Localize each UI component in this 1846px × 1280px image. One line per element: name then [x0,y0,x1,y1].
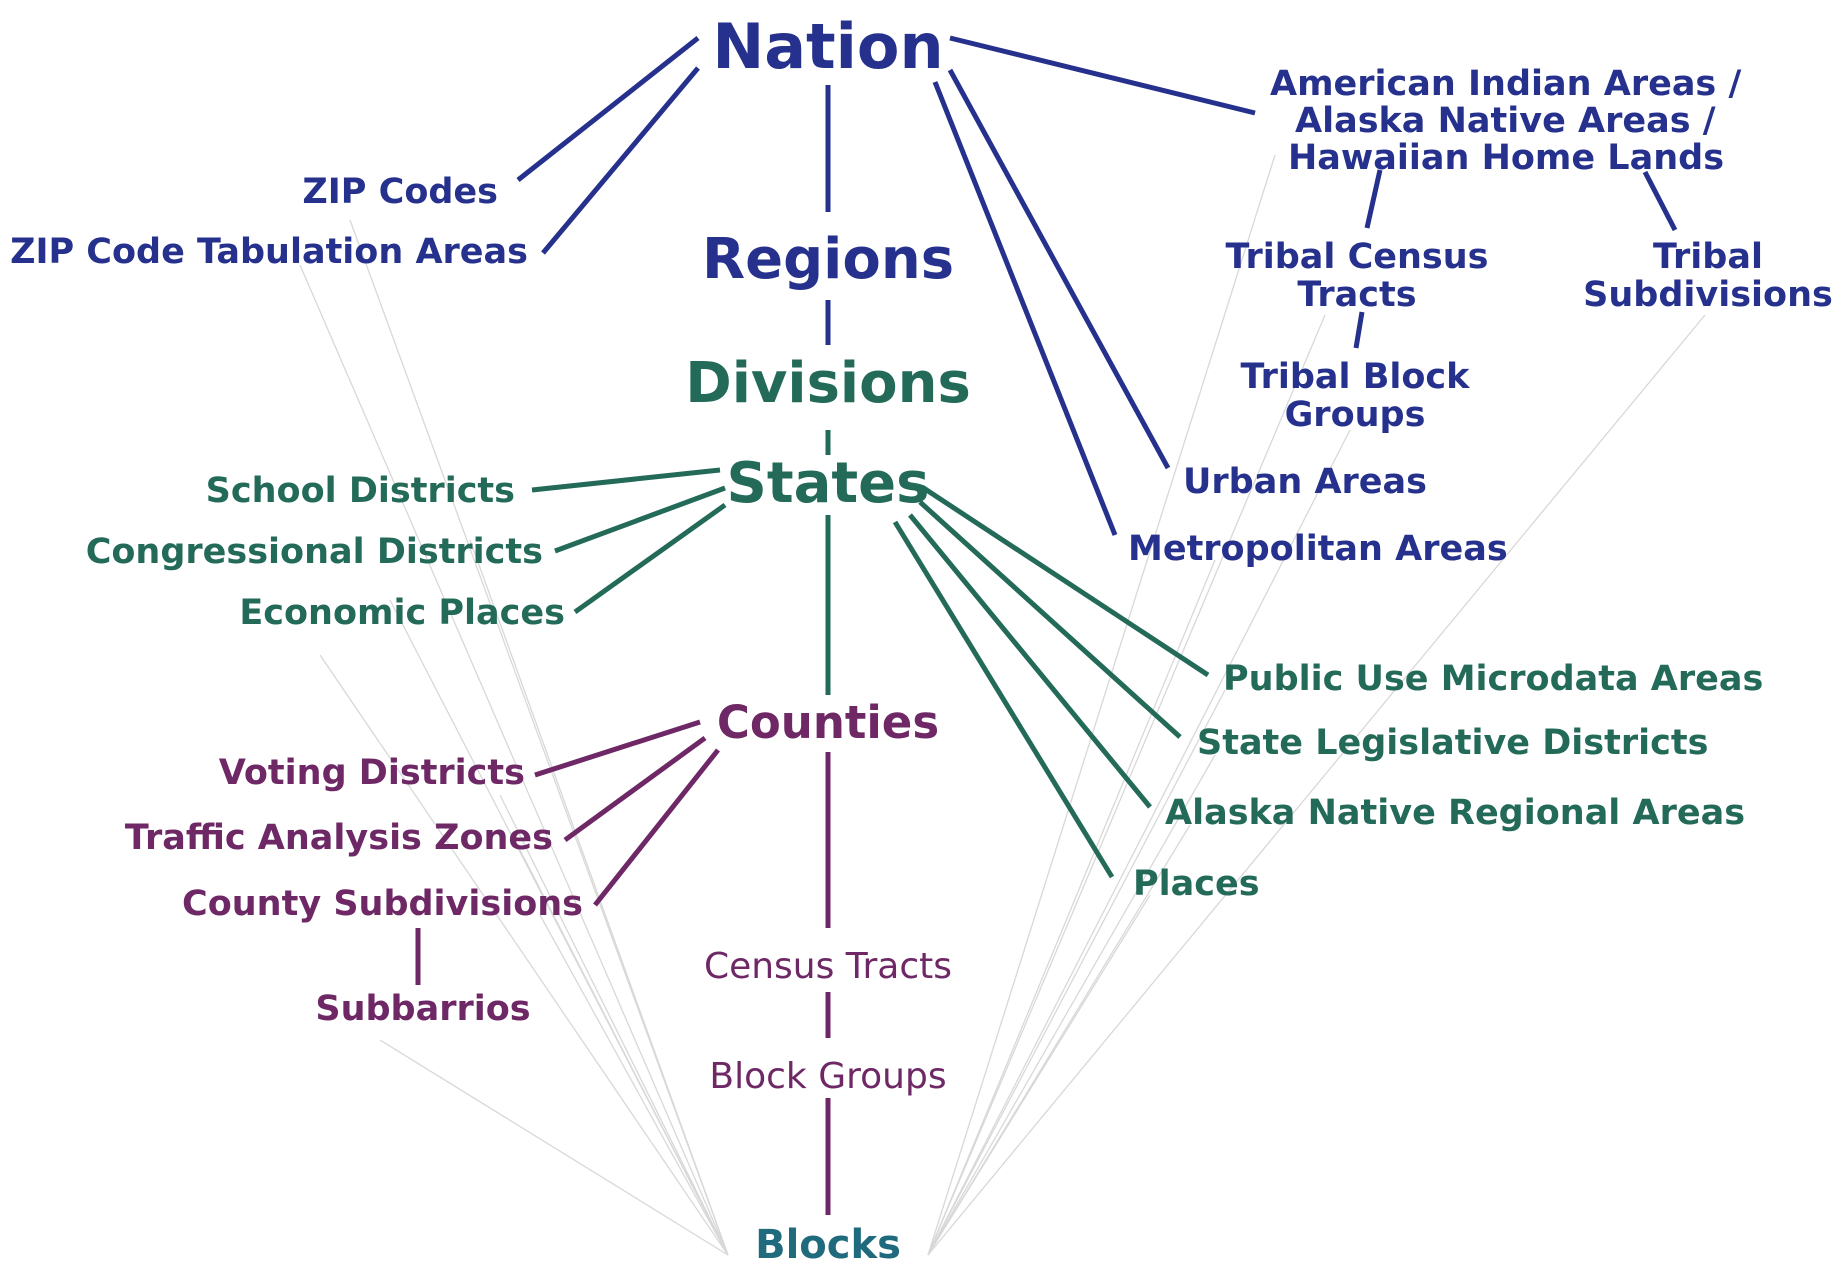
connector-line [927,314,1326,1256]
connector-line [531,467,721,493]
node-zip-codes: ZIP Codes [302,172,498,212]
node-aian-line1: American Indian Areas / [1270,64,1741,104]
connector-line [541,66,700,255]
node-tribal-census-tracts-line2: Tracts [1297,275,1416,315]
connector-line [892,520,1115,879]
node-metropolitan-areas: Metropolitan Areas [1128,529,1508,569]
connector-line [593,748,720,907]
connector-line [918,500,1182,739]
node-economic-places: Economic Places [239,593,565,633]
connector-line [927,559,1216,1256]
connector-line [920,484,1210,678]
node-tribal-block-groups-line2: Groups [1285,395,1426,435]
node-regions: Regions [702,227,954,292]
connector-line [379,1039,729,1256]
node-census-tracts: Census Tracts [704,946,952,987]
connector-line [519,849,729,1256]
node-block-groups: Block Groups [709,1056,946,1097]
connector-line [927,429,1351,1256]
connector-line [927,754,1216,1256]
node-congressional-districts: Congressional Districts [86,532,543,572]
connector-line [563,735,707,843]
node-public-use-microdata-areas: Public Use Microdata Areas [1223,659,1763,699]
connector-line [947,68,1171,470]
node-nation: Nation [712,10,943,83]
connector-line [908,513,1152,809]
node-urban-areas: Urban Areas [1183,462,1427,502]
connector-line [499,794,729,1256]
node-alaska-native-regional-areas: Alaska Native Regional Areas [1165,793,1745,833]
node-county-subdivisions: County Subdivisions [182,884,583,924]
connector-line [554,485,726,554]
node-traffic-analysis-zones: Traffic Analysis Zones [125,818,553,858]
node-tribal-census-tracts-line1: Tribal Census [1225,237,1488,277]
node-tribal-block-groups-line1: Tribal Block [1241,357,1471,397]
connector-line [927,894,1151,1256]
node-tribal-subdivisions-line1: Tribal [1653,237,1763,277]
connector-line [349,219,729,1256]
node-school-districts: School Districts [206,471,515,511]
connector-line [539,914,729,1256]
node-blocks: Blocks [755,1222,901,1268]
connector-line [299,264,729,1256]
connector-line [1353,311,1365,349]
connector-line [932,81,1118,536]
connector-line [927,314,1706,1256]
node-aian-line2: Alaska Native Areas / [1295,101,1716,141]
node-zcta: ZIP Code Tabulation Areas [10,232,528,272]
connector-line [516,36,700,182]
node-counties: Counties [717,696,939,749]
node-states: States [727,451,930,516]
node-aian-line3: Hawaiian Home Lands [1288,138,1724,178]
node-state-legislative-districts: State Legislative Districts [1197,723,1708,763]
connector-line [319,654,729,1256]
node-subbarrios: Subbarrios [315,989,530,1029]
connector-line [1642,170,1678,232]
node-places: Places [1133,864,1260,904]
block-connector-lines [299,154,1706,1256]
connector-line [1364,169,1383,229]
connector-line [573,502,727,615]
connector-line [534,719,701,778]
hierarchy-connector-lines [415,35,1678,1215]
node-tribal-subdivisions-line2: Subdivisions [1583,275,1833,315]
node-voting-districts: Voting Districts [219,753,525,793]
connector-line [927,154,1276,1256]
connector-line [927,689,1226,1256]
node-divisions: Divisions [685,351,971,416]
connector-line [949,35,1256,116]
